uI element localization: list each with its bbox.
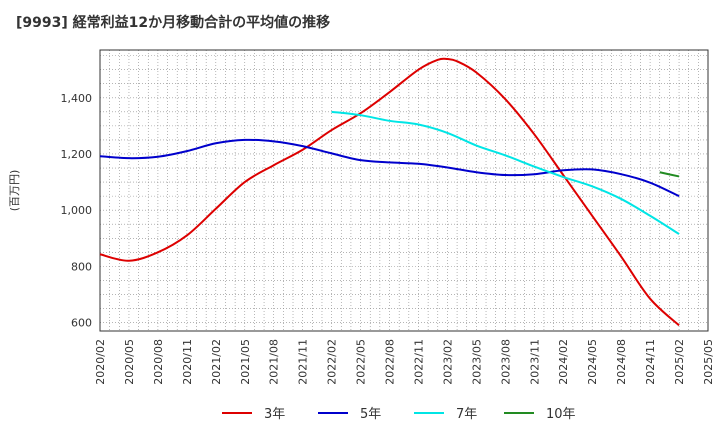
series-line-0 [99,57,680,327]
x-tick-label: 2024/08 [615,339,628,385]
x-tick-label: 2024/02 [557,339,570,385]
x-tick-label: 2021/05 [239,339,252,385]
y-tick-label: 1,000 [61,204,93,217]
y-tick-label: 600 [71,317,92,330]
x-tick-label: 2020/08 [152,339,165,385]
x-tick-label: 2020/05 [123,339,136,385]
x-tick-label: 2023/05 [470,339,483,385]
series-lines [99,57,680,327]
x-tick-label: 2022/05 [355,339,368,385]
series-line-3 [659,171,680,178]
y-tick-label: 1,200 [61,148,93,161]
x-tick-label: 2023/02 [441,339,454,385]
grid-lines [99,50,709,331]
x-tick-label: 2024/11 [644,339,657,385]
legend-label: 7年 [456,407,477,422]
series-line-2 [331,110,680,235]
x-tick-label: 2022/08 [384,339,397,385]
chart-title: [9993] 経常利益12か月移動合計の平均値の推移 [16,15,331,31]
x-tick-label: 2025/02 [673,339,686,385]
y-tick-label: 1,400 [61,92,93,105]
y-tick-label: 800 [71,260,92,273]
y-axis-label: (百万円) [8,170,21,212]
x-tick-label: 2024/05 [586,339,599,385]
plot-frame [99,49,709,332]
x-tick-label: 2022/11 [412,339,425,385]
x-axis-ticks: 2020/02 2020/05 2020/08 2020/11 2021/02 2021/… [94,339,715,385]
x-tick-label: 2021/08 [268,339,281,385]
x-tick-label: 2023/08 [499,339,512,385]
y-axis-ticks: 600 800 1,000 1,200 1,400 [61,92,93,330]
x-tick-label: 2020/02 [94,339,107,385]
x-tick-label: 2021/11 [297,339,310,385]
legend-label: 10年 [546,407,576,422]
series-line-1 [99,138,680,198]
legend-label: 5年 [360,407,381,422]
x-tick-label: 2023/11 [528,339,541,385]
legend: 3年 5年 7年 10年 [222,407,576,422]
x-tick-label: 2022/02 [326,339,339,385]
x-tick-label: 2020/11 [181,339,194,385]
x-tick-label: 2021/02 [210,339,223,385]
legend-label: 3年 [264,407,285,422]
x-tick-label: 2025/05 [702,339,715,385]
